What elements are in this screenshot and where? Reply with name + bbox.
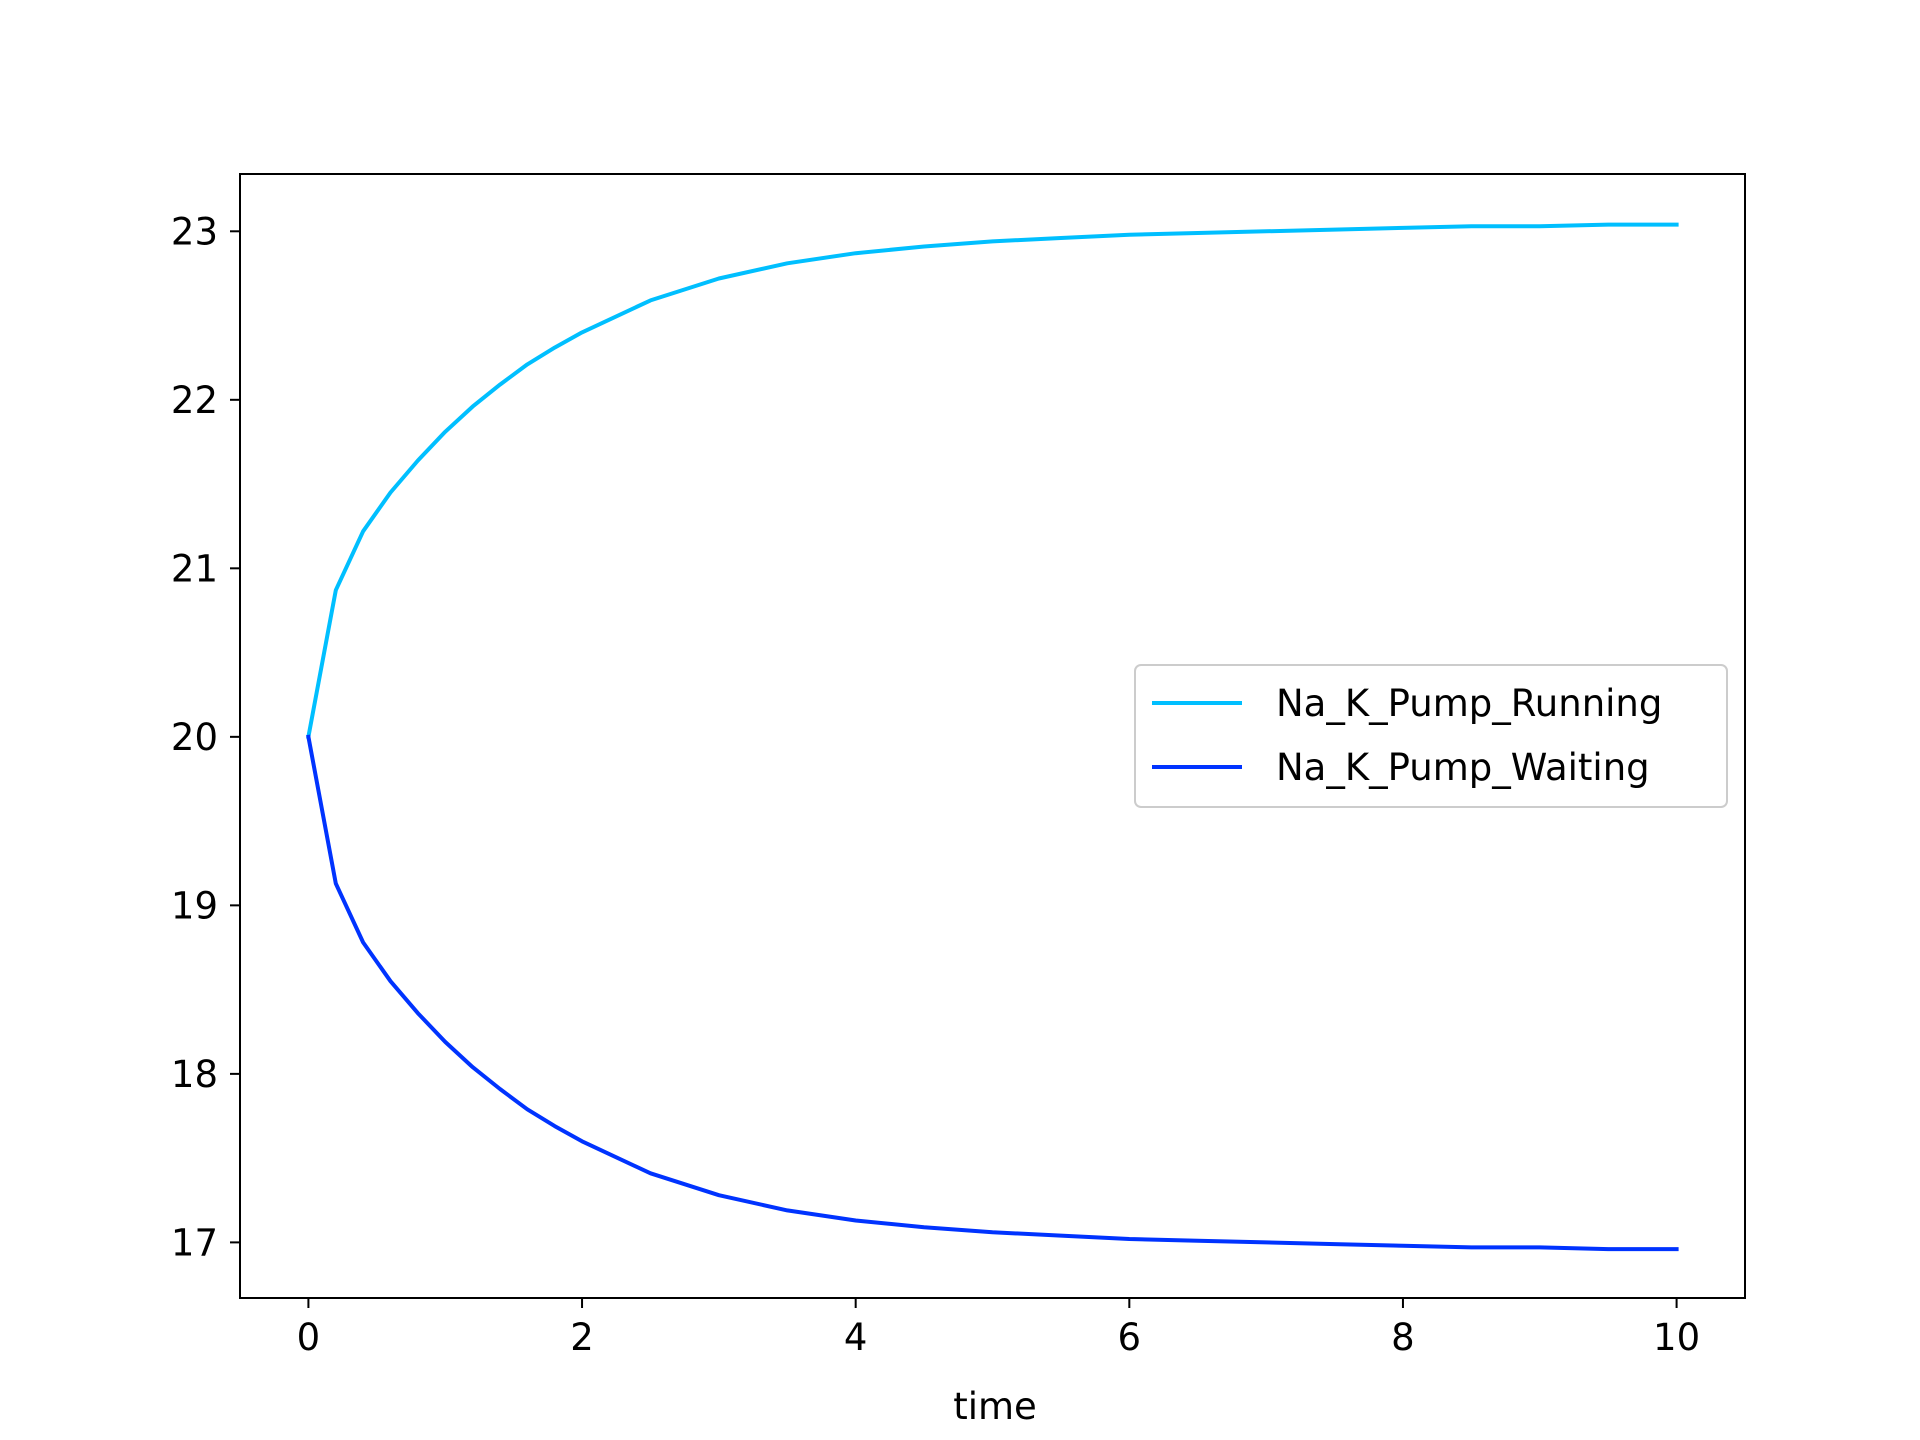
x-tick-label: 0 — [297, 1316, 321, 1359]
x-tick-label: 8 — [1391, 1316, 1415, 1359]
y-tick-label: 20 — [171, 716, 218, 759]
x-axis: 0 2 4 6 8 10 — [297, 1298, 1700, 1359]
y-tick-label: 18 — [171, 1053, 218, 1096]
legend-label: Na_K_Pump_Running — [1276, 682, 1662, 725]
legend-label: Na_K_Pump_Waiting — [1276, 746, 1650, 789]
y-tick-label: 23 — [171, 210, 218, 253]
y-tick-label: 21 — [171, 547, 218, 590]
x-tick-label: 10 — [1653, 1316, 1700, 1359]
series-line-na-k-pump-running — [306, 222, 1679, 740]
series-line-na-k-pump-waiting — [306, 734, 1679, 1252]
y-tick-label: 22 — [171, 379, 218, 422]
legend: Na_K_Pump_Running Na_K_Pump_Waiting — [1134, 664, 1728, 808]
y-tick-label: 19 — [171, 884, 218, 927]
x-tick-label: 2 — [570, 1316, 594, 1359]
x-axis-label: time — [953, 1385, 1037, 1428]
legend-items: Na_K_Pump_Running Na_K_Pump_Waiting — [1152, 682, 1662, 789]
series-layer — [306, 222, 1679, 1252]
y-tick-label: 17 — [171, 1221, 218, 1264]
y-axis: 17 18 19 20 21 22 23 — [171, 210, 240, 1264]
x-tick-label: 4 — [844, 1316, 868, 1359]
x-tick-label: 6 — [1118, 1316, 1142, 1359]
legend-frame — [1134, 664, 1728, 808]
